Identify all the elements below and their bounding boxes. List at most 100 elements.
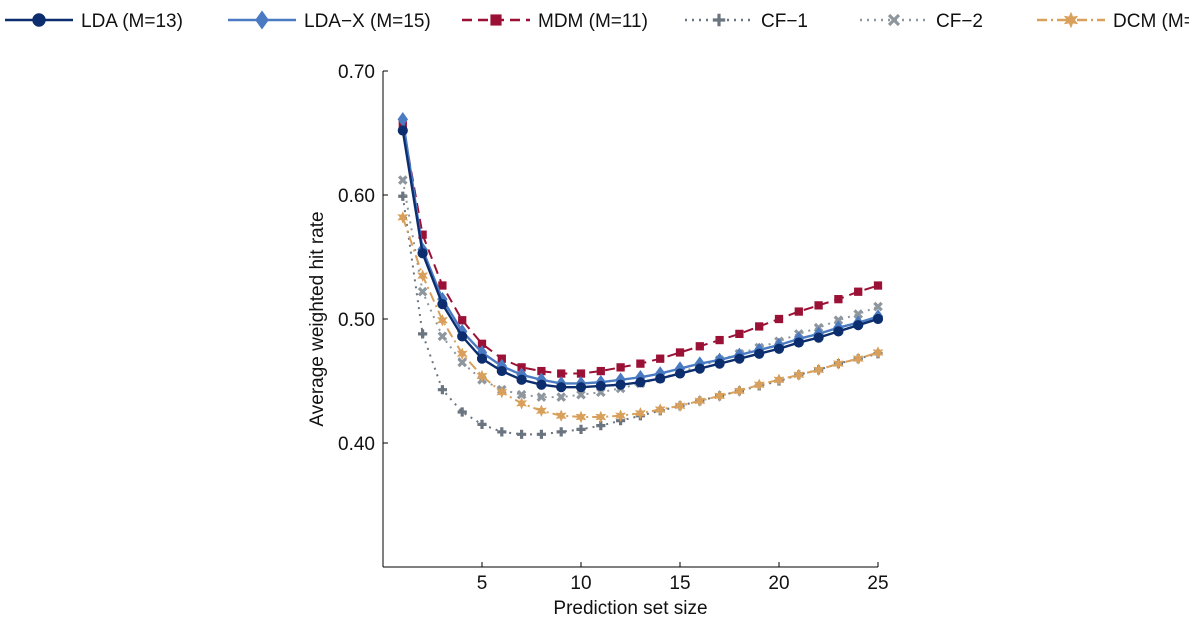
data-point xyxy=(398,191,408,201)
data-point xyxy=(733,384,745,398)
data-point xyxy=(636,359,645,368)
data-point xyxy=(735,329,744,339)
data-point xyxy=(656,354,665,363)
data-point xyxy=(715,335,724,345)
legend-label: LDA−X (M=15) xyxy=(304,11,431,32)
data-point xyxy=(654,403,666,416)
data-point xyxy=(755,322,764,331)
series-0 xyxy=(397,125,884,393)
data-point xyxy=(576,369,586,378)
x-tick-label: 25 xyxy=(867,573,888,594)
data-point xyxy=(536,379,547,390)
data-point xyxy=(418,329,428,339)
data-point xyxy=(854,287,863,296)
data-point xyxy=(556,392,567,402)
data-point xyxy=(536,392,547,402)
data-point xyxy=(774,314,784,324)
data-point xyxy=(497,354,506,363)
data-point xyxy=(773,373,785,387)
y-tick-label: 0.40 xyxy=(338,434,375,455)
data-point xyxy=(536,429,546,439)
data-point xyxy=(397,175,408,185)
data-point xyxy=(655,373,666,384)
data-point xyxy=(833,315,844,326)
data-point xyxy=(814,301,823,310)
data-point xyxy=(793,368,805,382)
data-point xyxy=(615,409,627,423)
x-tick-label: 20 xyxy=(768,573,789,594)
data-point xyxy=(535,404,547,418)
x-tick-label: 5 xyxy=(477,573,488,594)
y-tick-label: 0.60 xyxy=(338,186,375,207)
legend-item: MDM (M=11) xyxy=(462,11,648,32)
data-point xyxy=(674,368,686,379)
data-point xyxy=(635,377,646,388)
data-point xyxy=(496,365,507,377)
data-point xyxy=(417,286,428,297)
legend-marker xyxy=(490,14,502,26)
data-point xyxy=(417,269,429,283)
legend-item: DCM (M=14) xyxy=(1037,11,1189,32)
legend-marker xyxy=(32,13,46,27)
data-point xyxy=(615,379,626,390)
data-point xyxy=(734,353,745,364)
data-point xyxy=(872,346,884,359)
data-point xyxy=(516,389,527,400)
series-3 xyxy=(398,191,883,439)
data-point xyxy=(438,281,447,290)
legend-label: LDA (M=13) xyxy=(81,11,183,32)
data-point xyxy=(714,389,726,403)
series-1 xyxy=(397,112,884,391)
data-point xyxy=(575,410,587,424)
data-point xyxy=(436,313,448,327)
data-point xyxy=(753,378,765,392)
data-point xyxy=(516,374,527,385)
legend-label: MDM (M=11) xyxy=(538,11,648,32)
data-point xyxy=(477,339,487,348)
legend-label: CF−2 xyxy=(936,11,983,32)
legend-label: CF−1 xyxy=(761,11,808,32)
data-point xyxy=(813,363,825,377)
data-point xyxy=(754,348,765,359)
data-point xyxy=(832,357,844,371)
series-5 xyxy=(397,210,884,424)
legend-marker xyxy=(1063,11,1079,29)
data-point xyxy=(437,299,448,310)
data-point xyxy=(852,352,864,366)
data-point xyxy=(437,331,448,342)
data-point xyxy=(417,248,428,259)
legend: LDA (M=13) LDA−X (M=15) MDM (M=11) CF−1 CF−2… xyxy=(5,10,1189,32)
data-point xyxy=(853,309,864,319)
data-point xyxy=(834,295,843,304)
data-point xyxy=(674,399,686,413)
legend-marker xyxy=(255,10,269,30)
series-layer xyxy=(397,112,884,439)
data-point xyxy=(793,337,804,348)
y-tick-label: 0.50 xyxy=(338,310,375,331)
data-point xyxy=(694,363,705,374)
legend-marker xyxy=(712,13,726,27)
data-point xyxy=(537,366,546,376)
series-line xyxy=(401,119,879,385)
data-point xyxy=(872,313,884,325)
data-point xyxy=(695,342,704,351)
data-point xyxy=(634,406,646,420)
data-point xyxy=(458,316,467,325)
data-point xyxy=(497,427,507,437)
data-point xyxy=(456,347,468,361)
data-point xyxy=(813,332,824,343)
data-point xyxy=(476,353,488,364)
data-point xyxy=(595,380,606,392)
legend-item: LDA−X (M=15) xyxy=(228,10,431,32)
data-point xyxy=(517,363,526,372)
y-tick-label: 0.70 xyxy=(338,62,375,83)
axes: 0.40 0.50 0.60 0.70 5 10 15 20 25 xyxy=(338,62,889,594)
data-point xyxy=(457,357,468,368)
data-point xyxy=(794,307,803,316)
data-point xyxy=(555,409,567,423)
legend-label: DCM (M=14) xyxy=(1113,11,1189,32)
data-point xyxy=(418,230,427,239)
data-point xyxy=(575,382,587,393)
data-point xyxy=(556,382,567,393)
